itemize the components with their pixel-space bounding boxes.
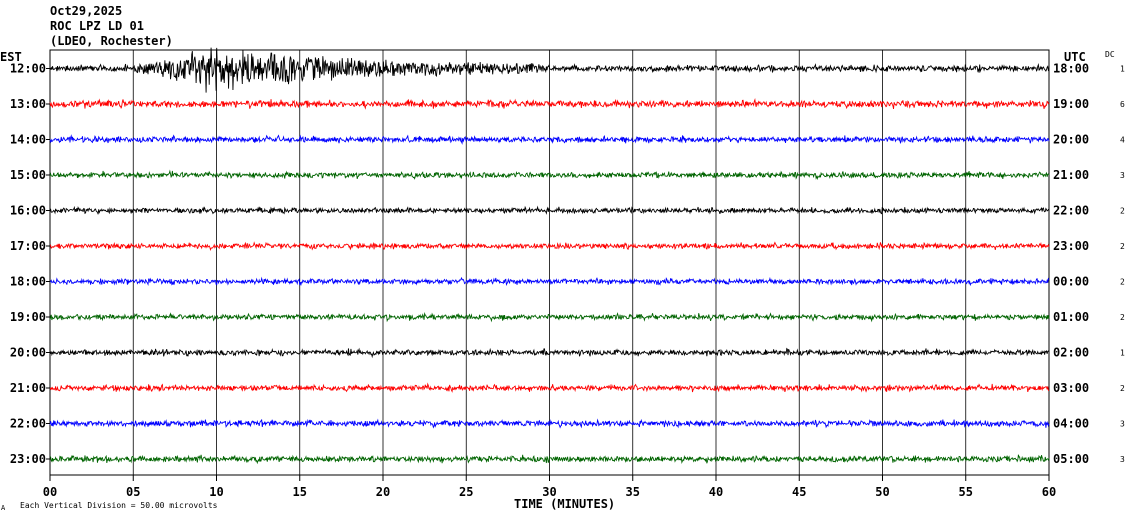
- header-date: Oct29,2025: [50, 4, 122, 18]
- dc-value: 4: [1120, 136, 1125, 145]
- dc-column-title: DC: [1105, 50, 1115, 59]
- x-tick-label-55: 55: [959, 485, 973, 499]
- dc-value: 3: [1120, 455, 1125, 464]
- dc-value: 2: [1120, 384, 1125, 393]
- dc-value: 1: [1120, 349, 1125, 358]
- header-network: (LDEO, Rochester): [50, 34, 173, 48]
- est-label-1900: 19:00: [10, 310, 46, 324]
- utc-label-0400: 04:00: [1053, 417, 1089, 431]
- trace-1500: [49, 169, 1050, 181]
- utc-hour-labels: 18:00 19:00 20:00 21:00 22:00 23:00 00:00 01:00…: [1053, 62, 1089, 467]
- x-tick-label-60: 60: [1042, 485, 1056, 499]
- est-label-1400: 14:00: [10, 133, 46, 147]
- x-tick-label-25: 25: [459, 485, 473, 499]
- est-label-1700: 17:00: [10, 239, 46, 253]
- x-tick-label-40: 40: [709, 485, 723, 499]
- dc-value: 2: [1120, 207, 1125, 216]
- est-label-1200: 12:00: [10, 62, 46, 76]
- est-label-2000: 20:00: [10, 346, 46, 360]
- vertical-gridlines: [132, 50, 967, 475]
- utc-label-0200: 02:00: [1053, 346, 1089, 360]
- dc-value-labels: 1 6 4 3 2 2 2 2 1 2 3 3: [1120, 65, 1125, 465]
- dc-value: 3: [1120, 420, 1125, 429]
- trace-1600: [49, 205, 1050, 215]
- dc-value: 6: [1120, 100, 1125, 109]
- corner-mark: A: [1, 504, 6, 512]
- x-tick-label-00: 00: [43, 485, 57, 499]
- x-tick-label-50: 50: [875, 485, 889, 499]
- est-label-2100: 21:00: [10, 381, 46, 395]
- dc-value: 2: [1120, 278, 1125, 287]
- scale-note: Each Vertical Division = 50.00 microvolt…: [20, 501, 218, 510]
- x-axis-label: TIME (MINUTES): [514, 497, 615, 511]
- x-tick-label-45: 45: [792, 485, 806, 499]
- est-hour-labels: 12:00 13:00 14:00 15:00 16:00 17:00 18:00 19:00…: [10, 62, 50, 466]
- dc-value: 2: [1120, 242, 1125, 251]
- utc-label-0000: 00:00: [1053, 275, 1089, 289]
- trace-1300: [49, 97, 1050, 110]
- x-tick-label-10: 10: [209, 485, 223, 499]
- est-label-1300: 13:00: [10, 97, 46, 111]
- trace-1700: [49, 241, 1050, 252]
- x-tick-label-30: 30: [542, 485, 556, 499]
- est-label-1500: 15:00: [10, 168, 46, 182]
- utc-label-0300: 03:00: [1053, 381, 1089, 395]
- dc-value: 1: [1120, 65, 1125, 74]
- x-tick-label-20: 20: [376, 485, 390, 499]
- trace-group: [49, 47, 1050, 465]
- left-axis-title: EST: [0, 50, 22, 64]
- dc-value: 2: [1120, 313, 1125, 322]
- utc-label-2300: 23:00: [1053, 239, 1089, 253]
- est-label-2300: 23:00: [10, 452, 46, 466]
- utc-label-0500: 05:00: [1053, 452, 1089, 466]
- utc-label-1800: 18:00: [1053, 62, 1089, 76]
- utc-label-2200: 22:00: [1053, 204, 1089, 218]
- trace-1200: [49, 47, 1050, 93]
- x-tick-label-15: 15: [293, 485, 307, 499]
- x-tick-label-05: 05: [126, 485, 140, 499]
- utc-label-0100: 01:00: [1053, 310, 1089, 324]
- trace-1800: [49, 276, 1050, 287]
- trace-2100: [49, 382, 1050, 393]
- trace-1400: [49, 134, 1050, 145]
- est-label-1800: 18:00: [10, 275, 46, 289]
- trace-2000: [49, 347, 1050, 359]
- x-tick-labels: 00 05 10 15 20 25 30 35 40 45 50 55 60: [43, 475, 1056, 499]
- trace-1900: [49, 311, 1050, 323]
- trace-2300: [49, 454, 1050, 465]
- utc-label-1900: 19:00: [1053, 97, 1089, 111]
- header-station: ROC LPZ LD 01: [50, 19, 144, 33]
- utc-label-2100: 21:00: [1053, 168, 1089, 182]
- utc-label-2000: 20:00: [1053, 133, 1089, 147]
- trace-2200: [49, 418, 1050, 429]
- dc-value: 3: [1120, 171, 1125, 180]
- est-label-1600: 16:00: [10, 204, 46, 218]
- right-axis-title: UTC: [1064, 50, 1086, 64]
- est-label-2200: 22:00: [10, 417, 46, 431]
- x-tick-label-35: 35: [626, 485, 640, 499]
